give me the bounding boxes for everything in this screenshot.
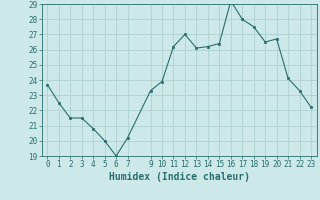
X-axis label: Humidex (Indice chaleur): Humidex (Indice chaleur) (109, 172, 250, 182)
